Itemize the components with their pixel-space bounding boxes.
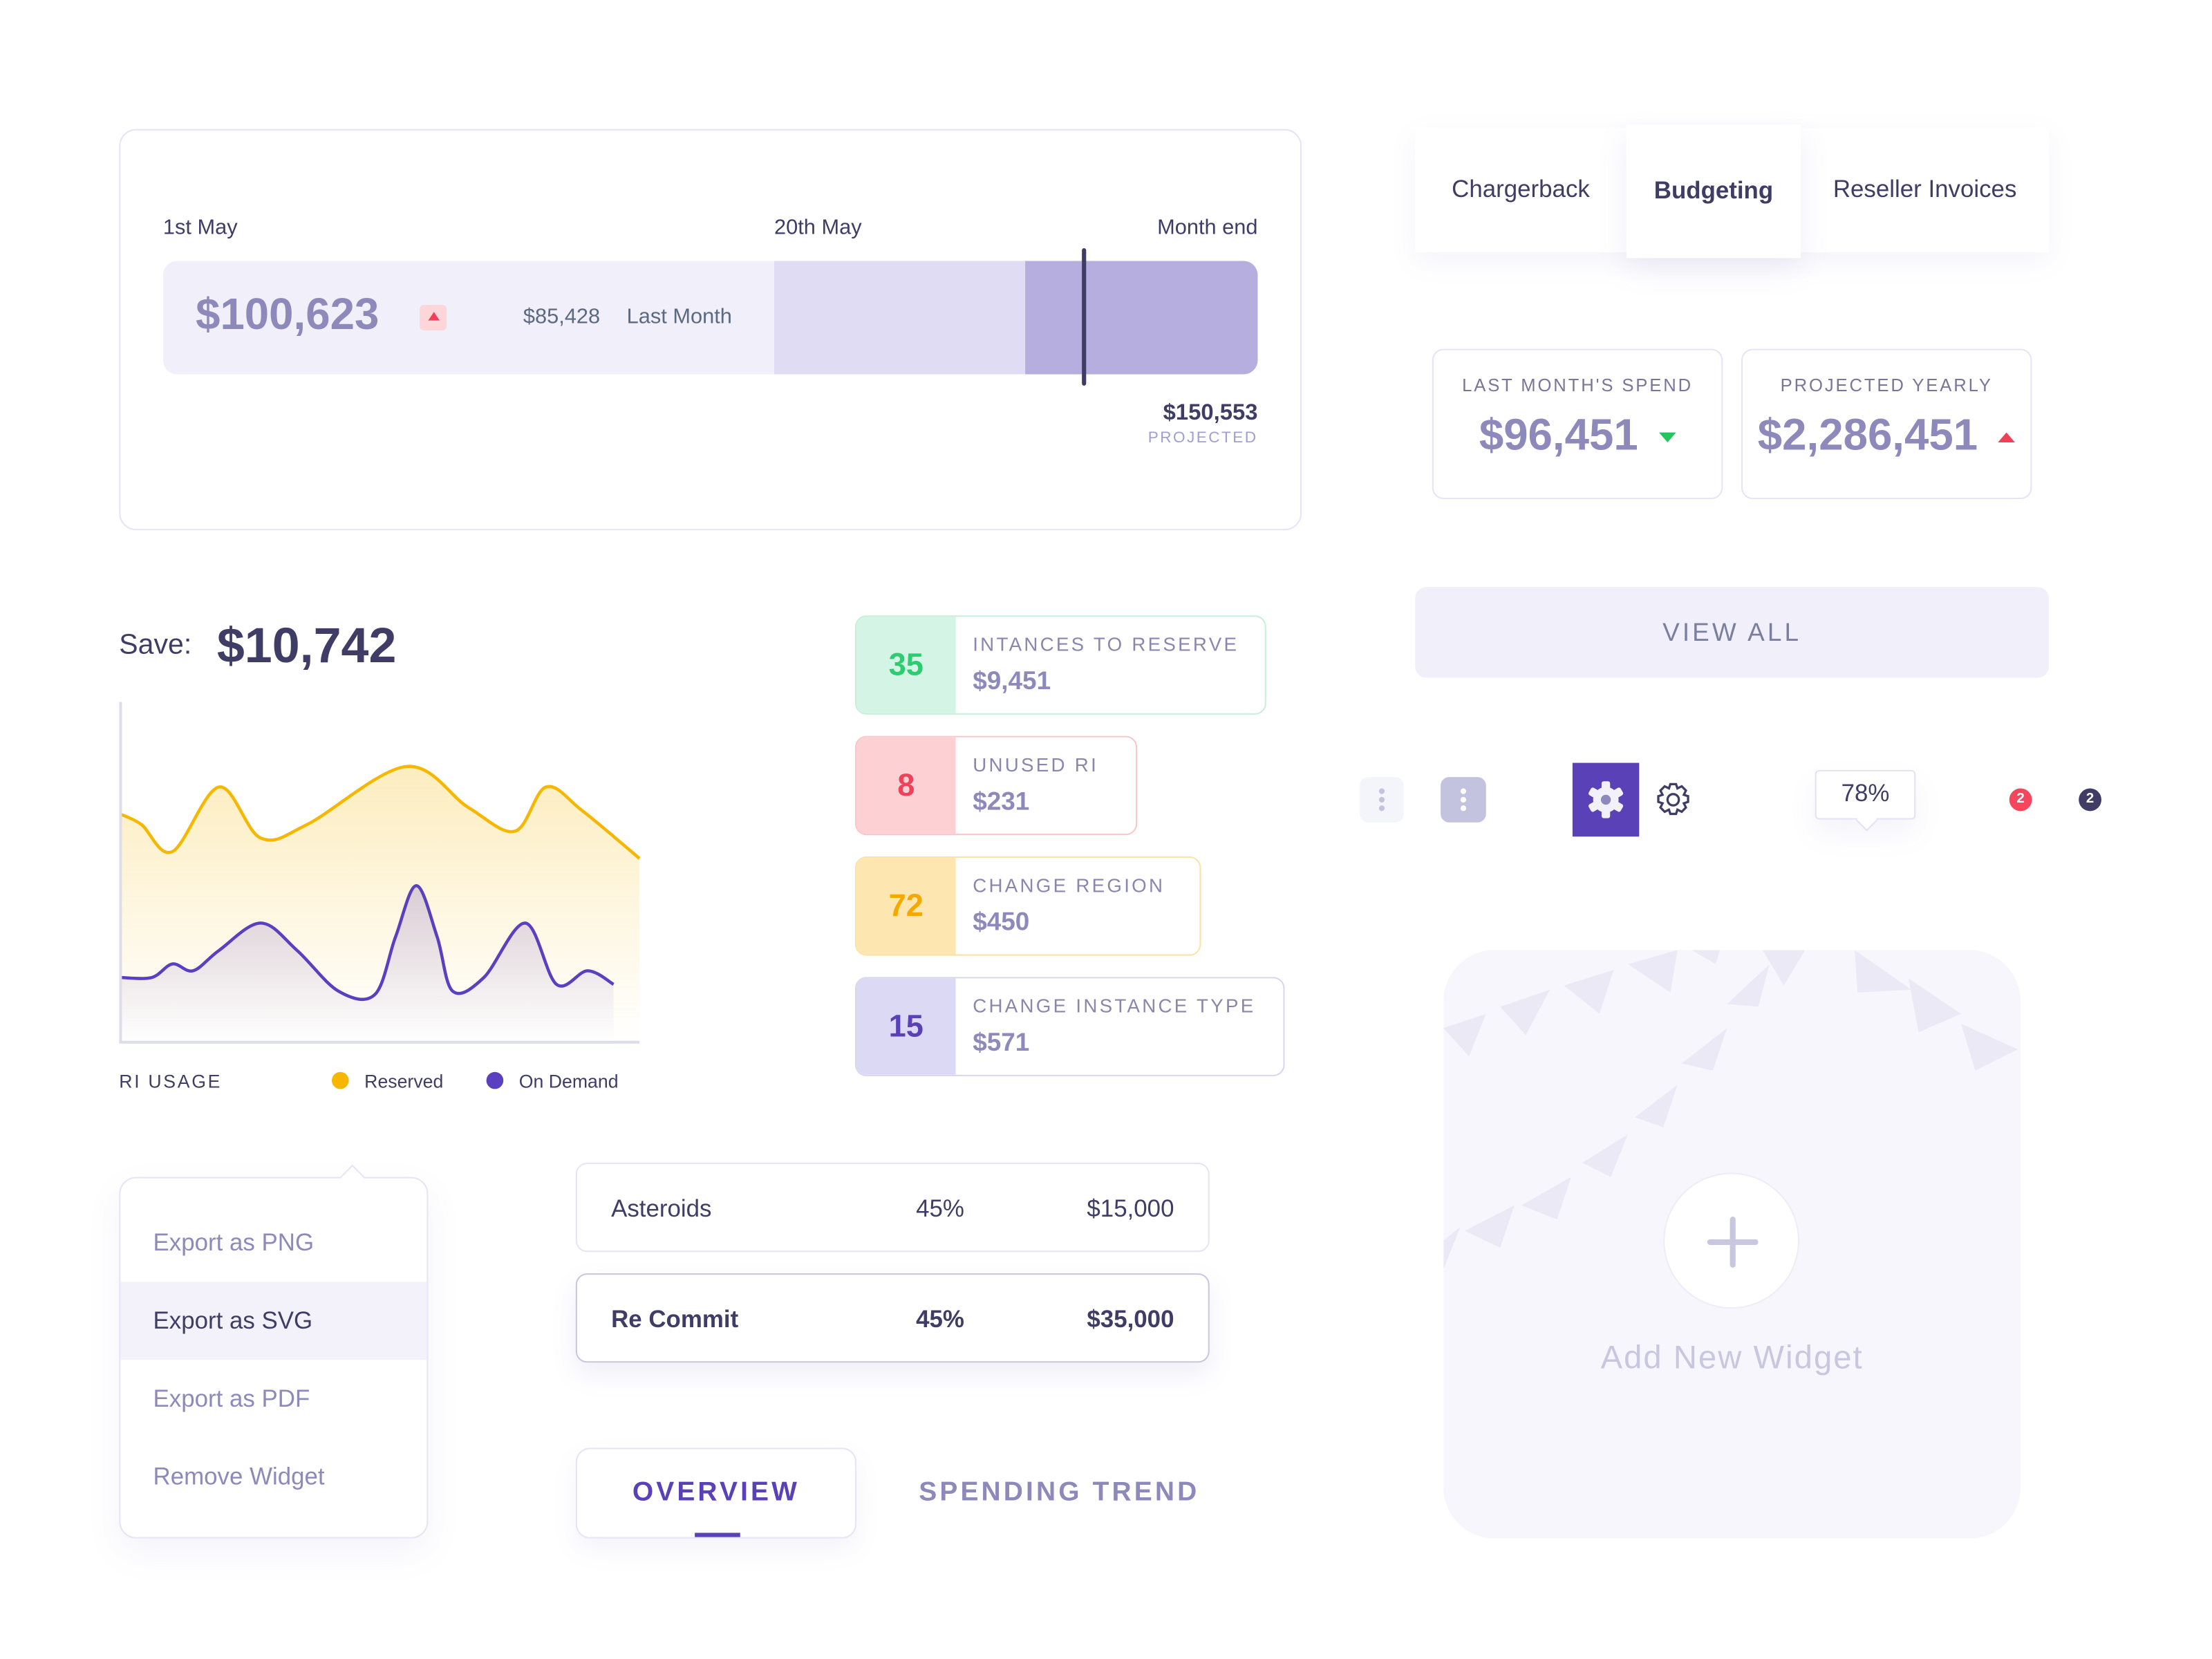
rec-count: 15 bbox=[856, 978, 956, 1075]
increase-badge bbox=[420, 305, 447, 330]
tab-label: Chargerback bbox=[1452, 176, 1590, 203]
tab-reseller-invoices[interactable]: Reseller Invoices bbox=[1801, 128, 2049, 253]
settings-button-active[interactable] bbox=[1572, 762, 1640, 837]
row-name: Asteroids bbox=[611, 1195, 712, 1223]
more-vertical-icon bbox=[1460, 788, 1467, 812]
tooltip-value: 78% bbox=[1841, 780, 1890, 807]
rec-title: CHANGE INSTANCE TYPE bbox=[973, 995, 1256, 1017]
stat-title: PROJECTED YEARLY bbox=[1780, 375, 1993, 396]
view-all-label: VIEW ALL bbox=[1662, 618, 1802, 647]
legend-label-on-demand: On Demand bbox=[518, 1070, 619, 1092]
menu-item-remove-widget[interactable]: Remove Widget bbox=[153, 1463, 325, 1490]
tooltip-caret bbox=[1855, 809, 1878, 832]
more-vertical-icon bbox=[1378, 788, 1385, 812]
projected-label: PROJECTED bbox=[1147, 429, 1258, 447]
tab-overview[interactable]: OVERVIEW bbox=[575, 1447, 856, 1539]
tab-chargerback[interactable]: Chargerback bbox=[1415, 128, 1627, 253]
settings-button[interactable] bbox=[1653, 780, 1693, 819]
elapsed-segment bbox=[774, 261, 1026, 375]
stat-value: $96,451 bbox=[1479, 409, 1638, 460]
menu-caret bbox=[339, 1164, 366, 1191]
ri-usage-chart bbox=[119, 702, 641, 1044]
stat-value-row: $96,451 bbox=[1434, 410, 1721, 461]
series-line-on-demand bbox=[120, 883, 615, 1002]
gear-icon bbox=[1588, 781, 1624, 818]
arrow-up-icon bbox=[1998, 433, 2016, 443]
tab-label: SPENDING TREND bbox=[919, 1477, 1200, 1508]
notification-badge-dark: 2 bbox=[2079, 788, 2102, 812]
add-widget-plus-button[interactable] bbox=[1663, 1172, 1800, 1309]
stat-value-row: $2,286,451 bbox=[1743, 410, 2030, 461]
tab-label: Budgeting bbox=[1653, 177, 1774, 205]
percent-tooltip: 78% bbox=[1815, 769, 1916, 832]
row-amount: $35,000 bbox=[1087, 1306, 1174, 1333]
current-spend: $100,623 bbox=[196, 289, 379, 339]
tab-spending-trend[interactable]: SPENDING TREND bbox=[919, 1447, 1199, 1538]
add-widget-label: Add New Widget bbox=[1600, 1338, 1864, 1376]
stat-value: $2,286,451 bbox=[1757, 409, 1978, 460]
mid-date-label: 20th May bbox=[774, 215, 862, 240]
budget-card: 1st May 20th May Month end $100,623 $85,… bbox=[119, 129, 1302, 531]
rec-count: 8 bbox=[856, 737, 956, 834]
legend-dot-on-demand bbox=[486, 1071, 504, 1089]
rec-title: UNUSED RI bbox=[973, 754, 1099, 776]
row-amount: $15,000 bbox=[1087, 1195, 1174, 1223]
last-month-label: Last Month bbox=[626, 305, 732, 329]
rec-title: INTANCES TO RESERVE bbox=[973, 633, 1239, 655]
rec-value: $231 bbox=[973, 787, 1030, 816]
start-date-label: 1st May bbox=[162, 215, 238, 240]
rec-count: 72 bbox=[856, 858, 956, 955]
menu-item-export-pdf[interactable]: Export as PDF bbox=[153, 1385, 310, 1413]
legend-dot-reserved bbox=[332, 1071, 349, 1089]
arrow-down-icon bbox=[1658, 433, 1676, 443]
table-row-selected[interactable]: Re Commit 45% $35,000 bbox=[575, 1273, 1210, 1363]
stat-projected-yearly: PROJECTED YEARLY $2,286,451 bbox=[1741, 348, 2032, 500]
tab-label: OVERVIEW bbox=[632, 1477, 800, 1508]
plus-icon bbox=[1707, 1217, 1759, 1268]
top-tabs: Chargerback Budgeting Reseller Invoices bbox=[1415, 124, 2050, 259]
projected-value: $150,553 bbox=[1163, 401, 1258, 426]
budget-progress-bar: $100,623 $85,428 Last Month bbox=[162, 261, 1258, 375]
projected-segment bbox=[1025, 261, 1258, 375]
table-row[interactable]: Asteroids 45% $15,000 bbox=[575, 1163, 1210, 1253]
row-percent: 45% bbox=[916, 1306, 964, 1333]
rec-value: $571 bbox=[973, 1028, 1030, 1057]
today-marker bbox=[1082, 247, 1087, 386]
recommendation-change-instance-type[interactable]: 15 CHANGE INSTANCE TYPE $571 bbox=[854, 977, 1285, 1076]
more-button-active[interactable] bbox=[1441, 777, 1486, 823]
row-percent: 45% bbox=[916, 1195, 964, 1223]
recommendation-unused-ri[interactable]: 8 UNUSED RI $231 bbox=[854, 735, 1138, 836]
export-menu: Export as PNG Export as SVG Export as PD… bbox=[119, 1164, 429, 1539]
rec-value: $450 bbox=[973, 907, 1030, 936]
save-label: Save: bbox=[119, 629, 192, 661]
notification-badge-red: 2 bbox=[2009, 788, 2032, 812]
bunting-decoration bbox=[1443, 950, 2018, 1269]
tab-label: Reseller Invoices bbox=[1833, 176, 2017, 203]
add-widget-card[interactable]: Add New Widget bbox=[1443, 950, 2021, 1539]
month-end-label: Month end bbox=[1157, 215, 1258, 240]
active-tab-indicator bbox=[695, 1533, 740, 1537]
menu-item-export-svg[interactable]: Export as SVG bbox=[120, 1282, 427, 1360]
save-value: $10,742 bbox=[216, 618, 397, 674]
tab-budgeting[interactable]: Budgeting bbox=[1626, 124, 1801, 259]
stat-last-month-spend: LAST MONTH'S SPEND $96,451 bbox=[1432, 348, 1723, 500]
rec-value: $9,451 bbox=[973, 666, 1051, 695]
series-area-on-demand bbox=[120, 885, 614, 1042]
recommendation-reserve[interactable]: 35 INTANCES TO RESERVE $9,451 bbox=[854, 615, 1266, 715]
stat-title: LAST MONTH'S SPEND bbox=[1462, 375, 1694, 396]
rec-title: CHANGE REGION bbox=[973, 874, 1165, 897]
more-button-light[interactable] bbox=[1360, 777, 1404, 823]
series-line-reserved bbox=[120, 765, 641, 860]
gear-outline-icon bbox=[1657, 782, 1689, 816]
rec-count: 35 bbox=[856, 617, 956, 713]
row-name: Re Commit bbox=[611, 1306, 739, 1333]
recommendation-change-region[interactable]: 72 CHANGE REGION $450 bbox=[854, 856, 1201, 956]
chart-title: RI USAGE bbox=[119, 1070, 223, 1092]
view-all-button[interactable]: VIEW ALL bbox=[1415, 587, 2050, 678]
arrow-up-icon bbox=[427, 312, 439, 321]
legend-label-reserved: Reserved bbox=[364, 1070, 444, 1092]
last-month-value: $85,428 bbox=[523, 305, 601, 329]
menu-item-export-png[interactable]: Export as PNG bbox=[153, 1229, 315, 1257]
